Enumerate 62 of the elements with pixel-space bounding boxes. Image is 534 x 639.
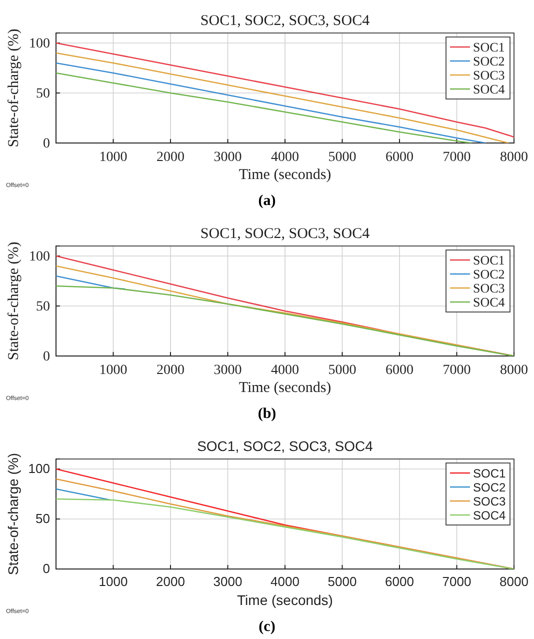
x-tick-label: 7000 bbox=[442, 150, 471, 165]
x-tick-label: 5000 bbox=[328, 363, 356, 378]
y-axis-title: State-of-charge (%) bbox=[6, 242, 22, 360]
legend-label: SOC2 bbox=[473, 54, 505, 68]
legend-label: SOC2 bbox=[473, 266, 505, 282]
x-tick-label: 3000 bbox=[213, 574, 242, 589]
legend-label: SOC1 bbox=[473, 40, 505, 54]
x-tick-label: 6000 bbox=[385, 574, 414, 589]
y-tick-label: 100 bbox=[28, 461, 50, 476]
line-series bbox=[56, 52, 509, 143]
x-tick-label: 8000 bbox=[500, 363, 528, 378]
x-tick-label: 7000 bbox=[442, 363, 471, 378]
x-tick-label: 5000 bbox=[328, 574, 357, 589]
x-axis-title: Time (seconds) bbox=[238, 380, 332, 396]
x-tick-label: 8000 bbox=[500, 150, 528, 165]
x-tick-label: 6000 bbox=[386, 363, 414, 378]
chart-title: SOC1, SOC2, SOC3, SOC4 bbox=[200, 226, 370, 242]
x-tick-label: 2000 bbox=[156, 574, 185, 589]
y-tick-label: 100 bbox=[29, 36, 50, 52]
x-tick-label: 1000 bbox=[99, 363, 128, 378]
x-tick-label: 3000 bbox=[214, 363, 242, 378]
x-tick-label: 4000 bbox=[270, 574, 300, 589]
y-tick-label: 50 bbox=[36, 86, 50, 102]
legend-label: SOC4 bbox=[473, 294, 506, 310]
x-tick-label: 2000 bbox=[156, 150, 184, 165]
x-axis-title: Time (seconds) bbox=[238, 167, 332, 183]
x-tick-label: 7000 bbox=[442, 574, 472, 589]
x-tick-label: 2000 bbox=[156, 363, 184, 378]
y-tick-label: 100 bbox=[29, 249, 50, 264]
legend-label: SOC2 bbox=[473, 480, 506, 494]
x-tick-label: 1000 bbox=[98, 574, 128, 589]
legend-label: SOC1 bbox=[473, 466, 506, 480]
y-tick-label: 50 bbox=[36, 299, 50, 314]
legend-label: SOC4 bbox=[473, 508, 506, 522]
legend-label: SOC4 bbox=[473, 82, 506, 96]
text: (c) bbox=[258, 619, 276, 635]
text: (a) bbox=[258, 193, 276, 209]
y-tick-label: 0 bbox=[42, 561, 50, 576]
line-series bbox=[56, 72, 472, 143]
line-series bbox=[56, 42, 514, 138]
y-tick-label: 50 bbox=[36, 511, 50, 526]
legend-label: SOC3 bbox=[473, 280, 505, 296]
line-series bbox=[56, 285, 514, 356]
x-tick-label: 4000 bbox=[271, 363, 299, 378]
x-tick-label: 1000 bbox=[99, 150, 128, 165]
x-tick-label: 6000 bbox=[386, 150, 414, 165]
legend-label: SOC1 bbox=[473, 252, 505, 268]
line-series bbox=[56, 498, 514, 569]
x-tick-label: 4000 bbox=[271, 150, 299, 165]
chart-title: SOC1, SOC2, SOC3, SOC4 bbox=[197, 438, 374, 454]
x-tick-label: 3000 bbox=[214, 150, 242, 165]
x-tick-label: 8000 bbox=[500, 574, 528, 589]
x-axis-title: Time (seconds) bbox=[237, 592, 333, 608]
x-tick-label: 5000 bbox=[328, 150, 356, 165]
y-tick-label: 0 bbox=[43, 136, 50, 152]
y-axis-title: State-of-charge (%) bbox=[6, 28, 22, 148]
legend-label: SOC3 bbox=[473, 68, 505, 82]
chart-title: SOC1, SOC2, SOC3, SOC4 bbox=[200, 13, 370, 29]
legend-label: SOC3 bbox=[473, 494, 506, 508]
y-axis-title: State-of-charge (%) bbox=[5, 452, 21, 576]
y-tick-label: 0 bbox=[43, 349, 50, 364]
text: (b) bbox=[258, 406, 276, 422]
